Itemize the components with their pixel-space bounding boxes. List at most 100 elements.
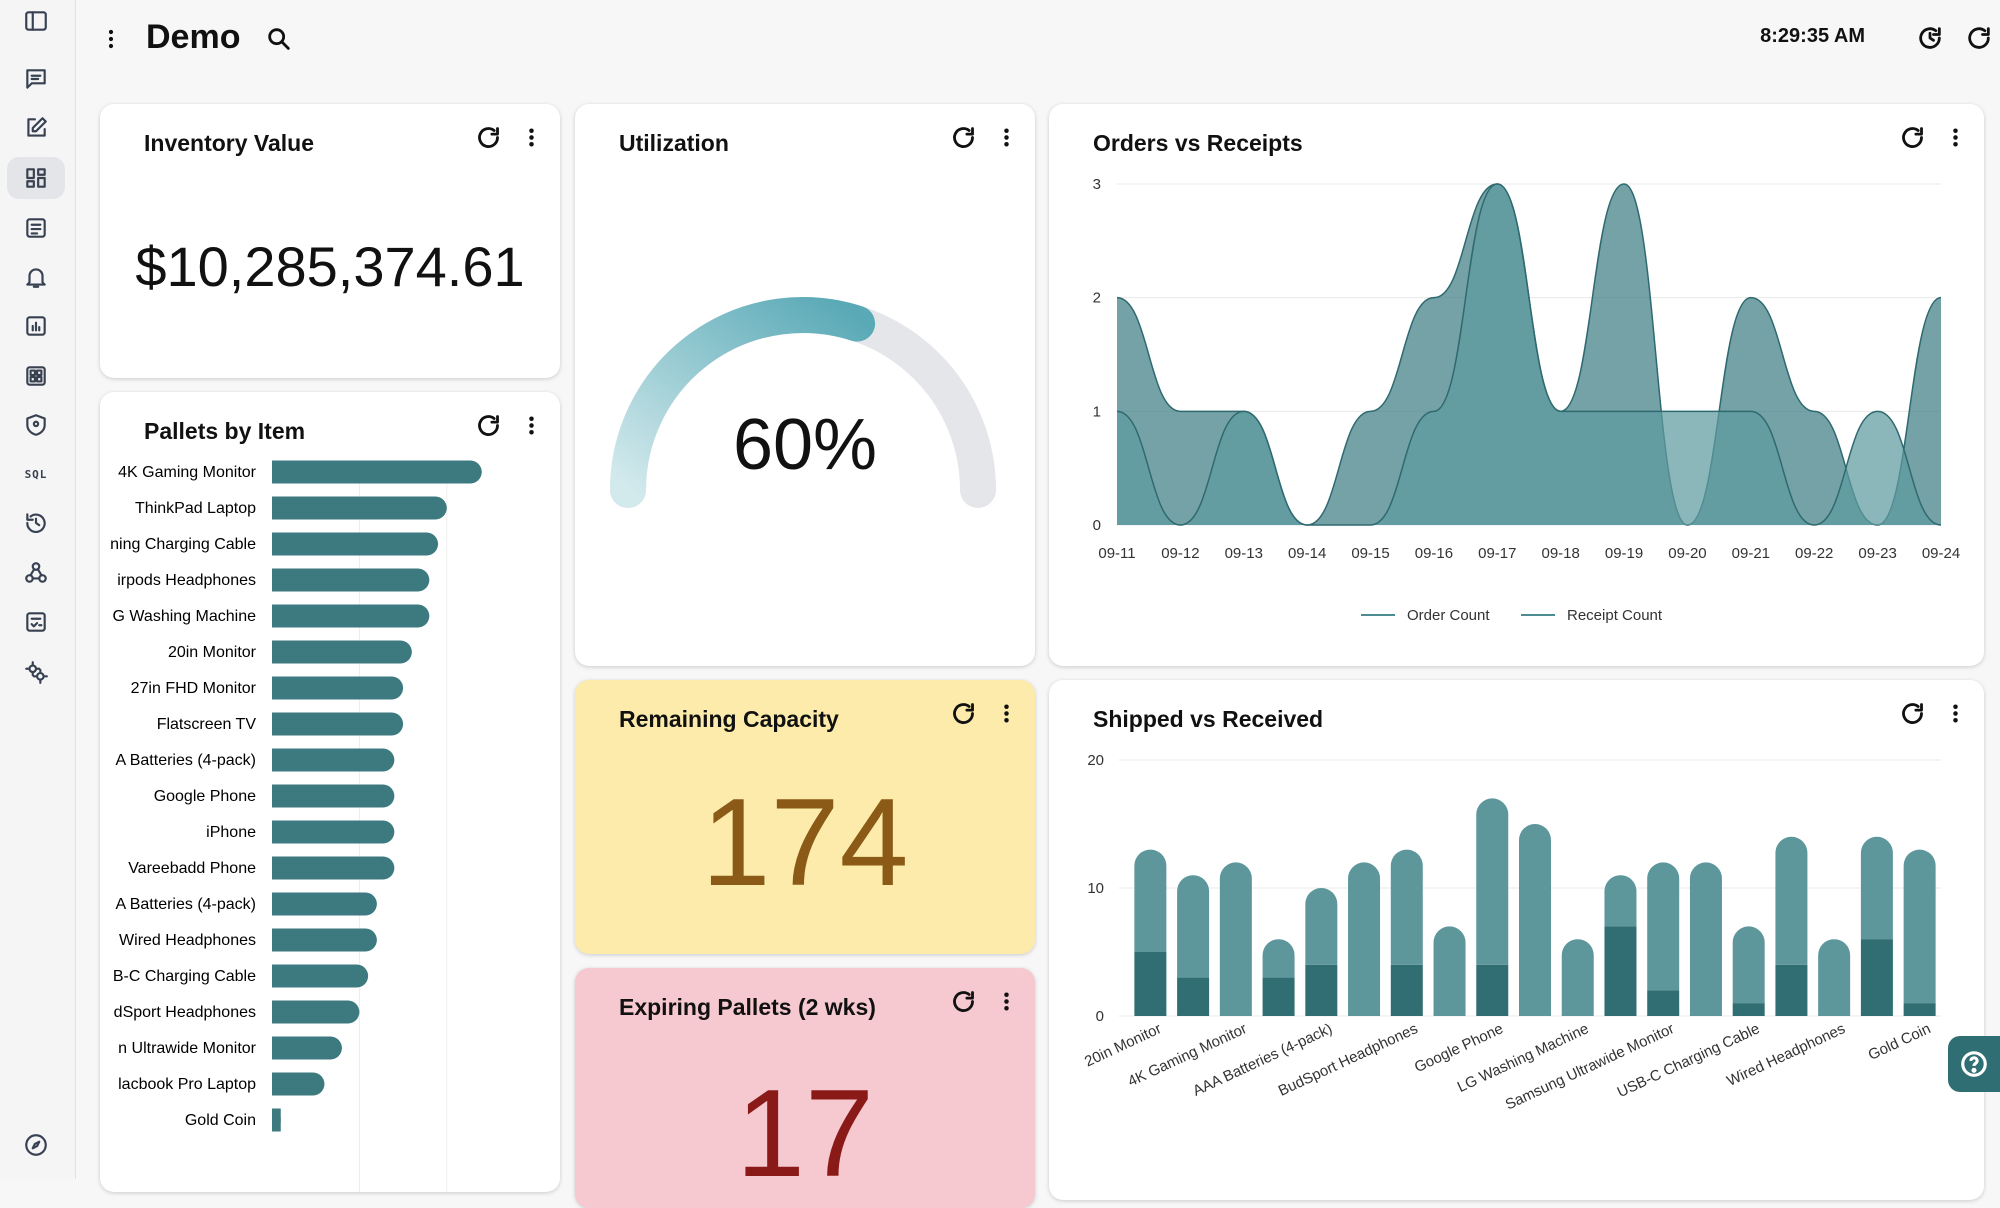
card-menu-button[interactable] <box>989 120 1023 154</box>
bar-shipped[interactable] <box>1134 849 1167 952</box>
y-tick-label: 2 <box>1093 290 1101 307</box>
x-tick-label: 09-13 <box>1225 545 1263 562</box>
bar[interactable] <box>272 712 404 736</box>
bar-received[interactable] <box>1390 964 1423 1016</box>
refresh-button[interactable] <box>1895 696 1929 730</box>
bar-received[interactable] <box>1177 977 1210 1016</box>
refresh-button[interactable] <box>1895 120 1929 154</box>
bar-received[interactable] <box>1647 990 1680 1016</box>
bar-shipped[interactable] <box>1305 888 1338 965</box>
x-tick-label: AAA Batteries (4-pack) <box>1190 1020 1335 1100</box>
bar-received[interactable] <box>1305 964 1338 1016</box>
bar-shipped[interactable] <box>1177 875 1210 978</box>
bar-base <box>272 640 284 664</box>
sidebar-item-alerts[interactable] <box>7 256 65 298</box>
x-tick-label: BudSport Headphones <box>1276 1020 1421 1100</box>
bar-shipped[interactable] <box>1647 862 1680 991</box>
sidebar-item-settings[interactable] <box>7 651 65 693</box>
dashboard-icon <box>26 168 46 188</box>
sidebar-item-dashboards[interactable] <box>7 157 65 199</box>
bar[interactable] <box>272 892 377 916</box>
remaining-capacity-card: Remaining Capacity 174 <box>575 680 1035 954</box>
sidebar-toggle-icon <box>25 11 47 31</box>
refresh-button[interactable] <box>946 120 980 154</box>
page-menu-button[interactable] <box>94 22 128 56</box>
sidebar-item-explore[interactable] <box>7 1124 65 1166</box>
sidebar-item-chat[interactable] <box>7 58 65 100</box>
bar-shipped[interactable] <box>1818 939 1851 1016</box>
sidebar-item-widgets[interactable] <box>7 355 65 397</box>
card-menu-button[interactable] <box>1938 120 1972 154</box>
bar[interactable] <box>272 568 430 592</box>
bar-shipped[interactable] <box>1775 836 1808 965</box>
sidebar-item-webhooks[interactable] <box>7 552 65 594</box>
edit-icon <box>27 117 47 137</box>
bar-shipped[interactable] <box>1689 862 1722 1016</box>
card-menu-button[interactable] <box>1938 696 1972 730</box>
bar-shipped[interactable] <box>1262 939 1295 978</box>
sidebar-item-tasks[interactable] <box>7 601 65 643</box>
bar-received[interactable] <box>1903 1003 1936 1016</box>
refresh-all-button[interactable] <box>1962 21 1996 55</box>
bar-shipped[interactable] <box>1476 798 1509 965</box>
bar-shipped[interactable] <box>1903 849 1936 1004</box>
bar[interactable] <box>272 460 482 484</box>
sidebar-item-security[interactable] <box>7 404 65 446</box>
card-menu-button[interactable] <box>989 696 1023 730</box>
sidebar-item-edit[interactable] <box>7 107 65 149</box>
bar-shipped[interactable] <box>1348 862 1381 1016</box>
refresh-button[interactable] <box>471 120 505 154</box>
bar[interactable] <box>272 748 395 772</box>
bar-received[interactable] <box>1604 926 1637 1016</box>
bar[interactable] <box>272 784 395 808</box>
bar[interactable] <box>272 1036 342 1060</box>
sidebar-item-reports[interactable] <box>7 305 65 347</box>
bar[interactable] <box>272 964 369 988</box>
area-receipt-count[interactable] <box>1117 184 1941 525</box>
card-menu-button[interactable] <box>989 984 1023 1018</box>
shield-icon <box>26 414 46 436</box>
bar-shipped[interactable] <box>1519 824 1551 1016</box>
sidebar-item-sql[interactable]: SQL <box>7 453 65 495</box>
more-vertical-icon <box>1952 704 1958 722</box>
bar-shipped[interactable] <box>1732 926 1765 1004</box>
bar-base <box>272 820 284 844</box>
help-icon <box>1961 1051 1987 1077</box>
bar-received[interactable] <box>1134 952 1167 1016</box>
bar[interactable] <box>272 604 430 628</box>
bar-shipped[interactable] <box>1390 849 1423 965</box>
sidebar-item-list[interactable] <box>7 207 65 249</box>
more-vertical-icon <box>1003 704 1009 722</box>
bar[interactable] <box>272 676 404 700</box>
refresh-button[interactable] <box>946 696 980 730</box>
bar[interactable] <box>272 928 377 952</box>
pallets-chart: 4K Gaming Monitor ThinkPad Laptop ning Cha… <box>110 460 482 1192</box>
sidebar-item-history[interactable] <box>7 502 65 544</box>
bar-shipped[interactable] <box>1860 836 1893 940</box>
search-button[interactable] <box>262 22 296 56</box>
bar-shipped[interactable] <box>1604 875 1637 927</box>
refresh-button[interactable] <box>946 984 980 1018</box>
x-tick-label: 09-12 <box>1161 545 1199 562</box>
bar-received[interactable] <box>1732 1003 1765 1016</box>
bar-shipped[interactable] <box>1561 939 1594 1016</box>
refresh-button[interactable] <box>471 408 505 442</box>
bar[interactable] <box>272 1072 325 1096</box>
help-button[interactable] <box>1948 1036 2000 1092</box>
bar-shipped[interactable] <box>1433 926 1466 1016</box>
bar[interactable] <box>272 820 395 844</box>
auto-refresh-button[interactable] <box>1913 21 1947 55</box>
card-menu-button[interactable] <box>514 408 548 442</box>
bar[interactable] <box>272 640 412 664</box>
bar-received[interactable] <box>1262 977 1295 1016</box>
bar[interactable] <box>272 1000 360 1024</box>
bar-shipped[interactable] <box>1219 862 1252 1016</box>
bar[interactable] <box>272 856 395 880</box>
bar-received[interactable] <box>1775 964 1808 1016</box>
bar-received[interactable] <box>1860 939 1893 1016</box>
card-menu-button[interactable] <box>514 120 548 154</box>
bar[interactable] <box>272 496 447 520</box>
sidebar-toggle-button[interactable] <box>7 0 65 42</box>
bar[interactable] <box>272 532 439 556</box>
bar-received[interactable] <box>1476 964 1509 1016</box>
